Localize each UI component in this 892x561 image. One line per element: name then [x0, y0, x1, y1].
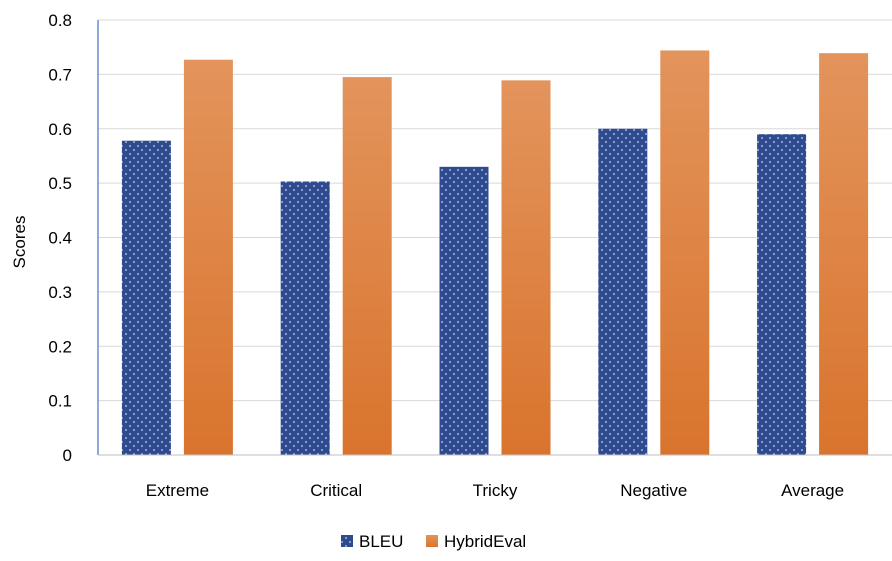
x-tick-label: Tricky: [473, 481, 518, 500]
bar-hybrideval-negative: [660, 50, 710, 455]
bar-bleu-average: [757, 134, 807, 455]
y-tick-label: 0.5: [48, 174, 72, 193]
y-tick-label: 0.4: [48, 229, 72, 248]
legend-label-hybrideval: HybridEval: [444, 532, 526, 551]
y-tick-label: 0.3: [48, 283, 72, 302]
bar-hybrideval-extreme: [183, 59, 233, 455]
x-tick-label: Extreme: [146, 481, 209, 500]
y-tick-label: 0.1: [48, 392, 72, 411]
y-tick-label: 0.8: [48, 11, 72, 30]
y-tick-label: 0.2: [48, 337, 72, 356]
bar-hybrideval-average: [819, 53, 869, 455]
bar-bleu-negative: [598, 128, 648, 455]
bars: [121, 50, 869, 455]
axes: 0 0.1 0.2 0.3 0.4 0.5 0.6 0.7 0.8 Extreme Critical…: [48, 11, 892, 500]
y-tick-label: 0.7: [48, 65, 72, 84]
legend-label-bleu: BLEU: [359, 532, 403, 551]
bar-bleu-extreme: [121, 140, 171, 455]
x-tick-label: Negative: [620, 481, 687, 500]
legend-swatch-hybrideval: [426, 535, 438, 547]
bar-bleu-tricky: [439, 166, 489, 455]
x-tick-label: Critical: [310, 481, 362, 500]
y-tick-label: 0: [63, 446, 72, 465]
legend: BLEU HybridEval: [341, 532, 526, 551]
bar-bleu-critical: [280, 181, 330, 455]
y-tick-label: 0.6: [48, 120, 72, 139]
y-axis-title: Scores: [10, 216, 29, 269]
bar-hybrideval-critical: [342, 77, 392, 455]
x-tick-label: Average: [781, 481, 844, 500]
bar-hybrideval-tricky: [501, 80, 551, 455]
legend-swatch-bleu: [341, 535, 353, 547]
